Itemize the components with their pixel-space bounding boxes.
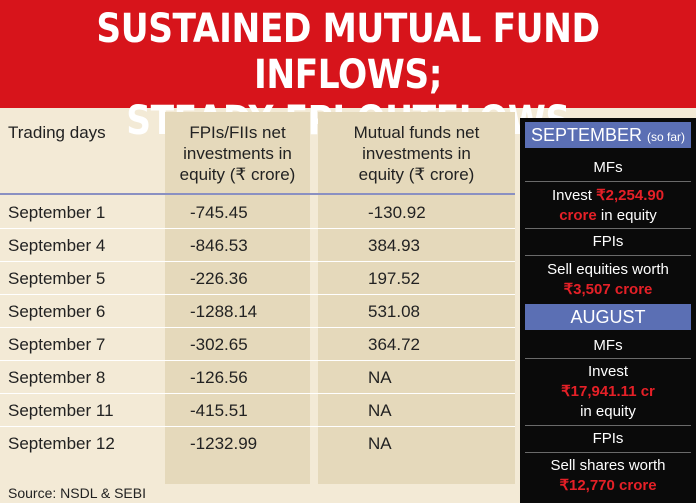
row-mf-value: NA bbox=[368, 434, 392, 453]
august-fpi-heading: FPIs bbox=[592, 430, 624, 447]
header-fpi-line: investments in bbox=[183, 144, 292, 163]
title-banner: SUSTAINED MUTUAL FUND INFLOWS; STEADY FP… bbox=[0, 0, 696, 144]
september-mf-amount: ₹2,254.90 bbox=[596, 187, 665, 204]
header-mf-line: investments in bbox=[362, 144, 471, 163]
august-mf-pre: Invest bbox=[587, 363, 629, 380]
september-mf-heading: MFs bbox=[593, 159, 623, 176]
header-mf-line: Mutual funds net bbox=[353, 123, 480, 142]
august-mf-heading: MFs bbox=[593, 337, 623, 354]
table-row: September 7 -302.65 364.72 bbox=[0, 328, 515, 361]
september-mf-line1: Invest ₹2,254.90 bbox=[525, 186, 691, 206]
header-fpi-line: equity (₹ crore) bbox=[179, 165, 296, 184]
divider bbox=[525, 228, 691, 229]
row-day: September 11 bbox=[8, 401, 114, 420]
august-fpi-pre: Sell shares worth bbox=[550, 457, 666, 474]
divider bbox=[525, 452, 691, 453]
title-line-1: SUSTAINED MUTUAL FUND INFLOWS; bbox=[96, 6, 600, 98]
row-day: September 7 bbox=[8, 335, 106, 354]
investment-table: Trading days FPIs/FIIs net investments i… bbox=[0, 112, 515, 484]
august-fpi-text: Sell shares worth ₹12,770 crore bbox=[525, 456, 691, 496]
table-row: September 12 -1232.99 NA bbox=[0, 427, 515, 460]
row-mf-value: 197.52 bbox=[368, 269, 420, 288]
row-divider bbox=[0, 228, 515, 229]
table-row: September 11 -415.51 NA bbox=[0, 394, 515, 427]
mf-column-background bbox=[318, 112, 515, 484]
august-mf-text: Invest ₹17,941.11 cr in equity bbox=[525, 362, 691, 422]
row-divider bbox=[0, 327, 515, 328]
header-fpi-line: FPIs/FIIs net bbox=[189, 123, 286, 142]
row-day: September 1 bbox=[8, 203, 106, 222]
september-fpi-heading: FPIs bbox=[592, 233, 624, 250]
august-label: AUGUST bbox=[525, 304, 691, 330]
row-fpi-value: -302.65 bbox=[190, 335, 248, 354]
row-day: September 4 bbox=[8, 236, 106, 255]
september-sublabel: (so far) bbox=[647, 130, 686, 144]
header-fpi: FPIs/FIIs net investments in equity (₹ c… bbox=[165, 122, 310, 185]
header-mf: Mutual funds net investments in equity (… bbox=[318, 122, 515, 185]
table-row: September 5 -226.36 197.52 bbox=[0, 262, 515, 295]
row-day: September 12 bbox=[8, 434, 115, 453]
row-fpi-value: -745.45 bbox=[190, 203, 248, 222]
september-mf-unit: crore bbox=[559, 207, 597, 224]
row-fpi-value: -226.36 bbox=[190, 269, 248, 288]
summary-sidebar: SEPTEMBER (so far) MFs Invest ₹2,254.90 … bbox=[520, 118, 696, 503]
row-mf-value: 531.08 bbox=[368, 302, 420, 321]
september-fpi-text: Sell equities worth ₹3,507 crore bbox=[525, 260, 691, 300]
september-fpi-pre: Sell equities worth bbox=[547, 261, 669, 278]
row-fpi-value: -415.51 bbox=[190, 401, 248, 420]
september-mf-pre: Invest bbox=[551, 187, 597, 204]
row-divider bbox=[0, 261, 515, 262]
august-mf-post: in equity bbox=[580, 403, 636, 420]
august-mf-amount: ₹17,941.11 cr bbox=[561, 383, 655, 400]
row-divider bbox=[0, 393, 515, 394]
source-note: Source: NSDL & SEBI bbox=[8, 485, 146, 501]
september-fpi-amount: ₹3,507 crore bbox=[563, 281, 653, 298]
header-trading-days: Trading days bbox=[8, 123, 106, 142]
table-row: September 4 -846.53 384.93 bbox=[0, 229, 515, 262]
august-fpi-amount: ₹12,770 crore bbox=[559, 477, 657, 494]
september-mf-text: Invest ₹2,254.90 crore in equity bbox=[525, 186, 691, 226]
row-mf-value: NA bbox=[368, 401, 392, 420]
row-fpi-value: -126.56 bbox=[190, 368, 248, 387]
row-divider bbox=[0, 360, 515, 361]
table-row: September 8 -126.56 NA bbox=[0, 361, 515, 394]
row-divider bbox=[0, 426, 515, 427]
row-fpi-value: -846.53 bbox=[190, 236, 248, 255]
divider bbox=[525, 425, 691, 426]
row-mf-value: NA bbox=[368, 368, 392, 387]
divider bbox=[525, 181, 691, 182]
row-day: September 6 bbox=[8, 302, 106, 321]
september-label: SEPTEMBER (so far) bbox=[525, 122, 691, 148]
table-row: September 6 -1288.14 531.08 bbox=[0, 295, 515, 328]
row-fpi-value: -1232.99 bbox=[190, 434, 258, 453]
row-day: September 8 bbox=[8, 368, 106, 387]
table-row: September 1 -745.45 -130.92 bbox=[0, 196, 515, 229]
divider bbox=[525, 255, 691, 256]
september-label-text: SEPTEMBER bbox=[530, 125, 642, 145]
september-mf-line2: crore in equity bbox=[525, 206, 691, 226]
divider bbox=[525, 358, 691, 359]
row-day: September 5 bbox=[8, 269, 106, 288]
fpi-column-background bbox=[165, 112, 310, 484]
header-mf-line: equity (₹ crore) bbox=[358, 165, 475, 184]
row-divider bbox=[0, 294, 515, 295]
header-divider bbox=[0, 193, 515, 195]
september-mf-post: in equity bbox=[596, 207, 657, 224]
row-mf-value: -130.92 bbox=[368, 203, 426, 222]
row-mf-value: 364.72 bbox=[368, 335, 420, 354]
row-fpi-value: -1288.14 bbox=[190, 302, 258, 321]
row-mf-value: 384.93 bbox=[368, 236, 420, 255]
